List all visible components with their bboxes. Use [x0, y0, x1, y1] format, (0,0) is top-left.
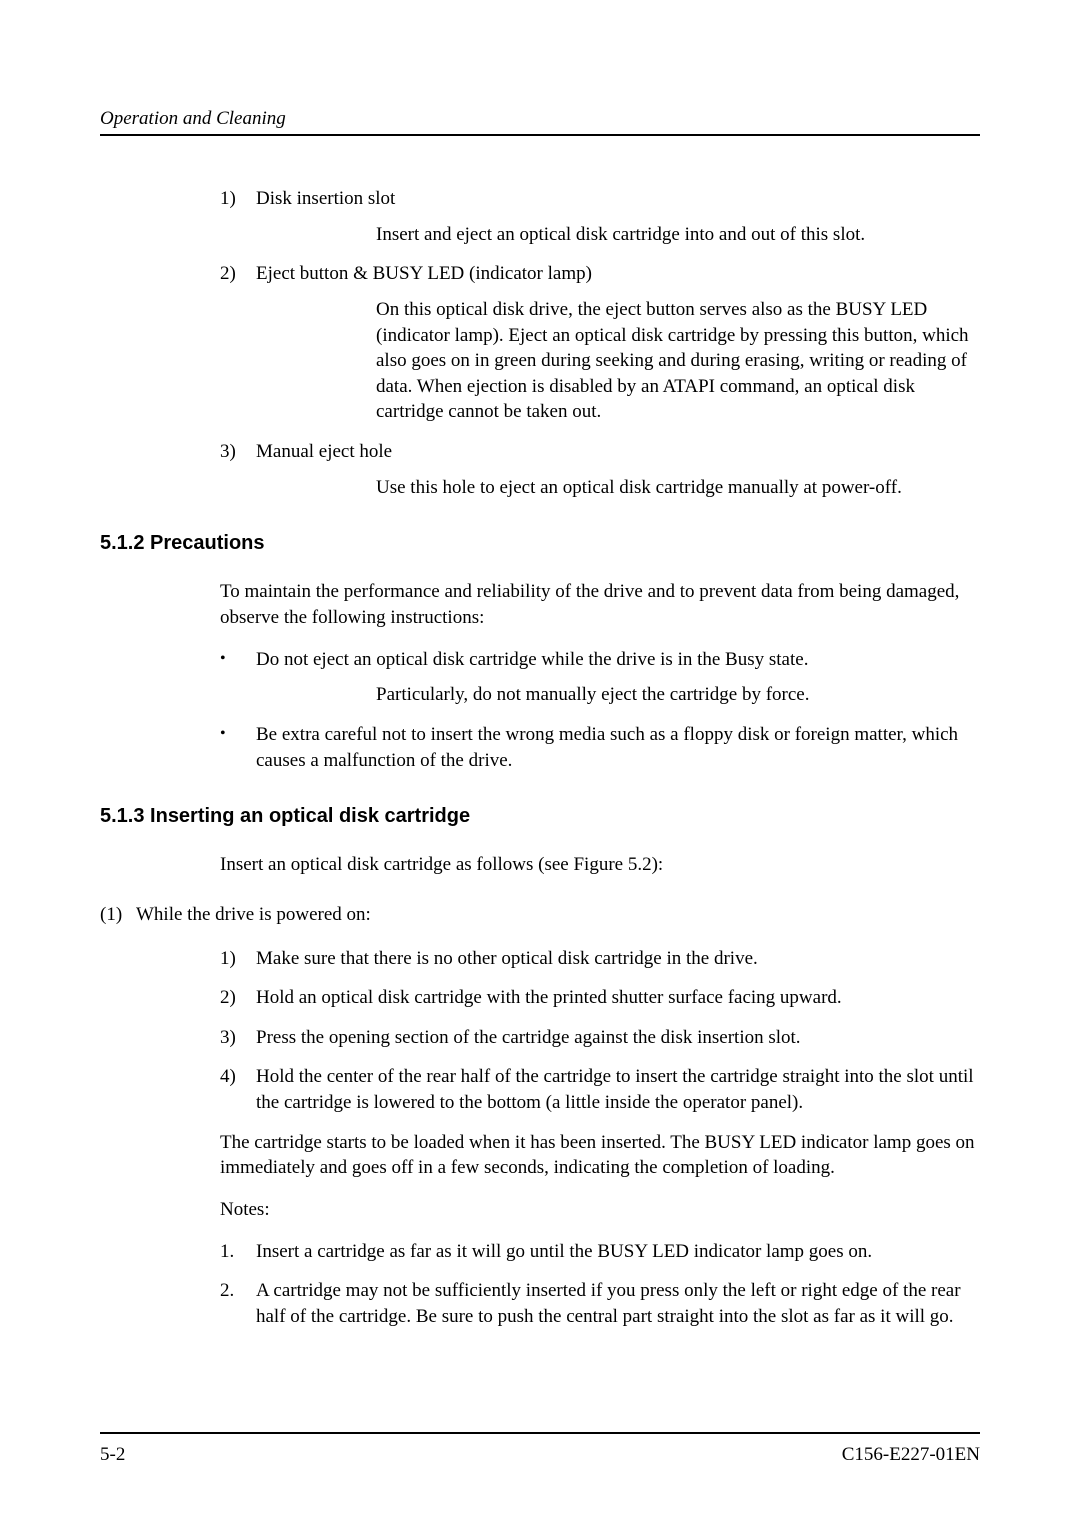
item-number: 2) [220, 261, 256, 287]
note-item: 2. A cartridge may not be sufficiently i… [220, 1278, 980, 1329]
step-item: 4) Hold the center of the rear half of t… [220, 1064, 980, 1115]
paren-item: (1) While the drive is powered on: [100, 902, 980, 928]
top-numbered-list: 1) Disk insertion slot Insert and eject … [220, 186, 980, 500]
section-heading-precautions: 5.1.2 Precautions [100, 530, 980, 557]
note-text: Insert a cartridge as far as it will go … [256, 1239, 980, 1265]
item-label: Manual eject hole [256, 439, 980, 465]
item-paragraph: On this optical disk drive, the eject bu… [376, 297, 980, 425]
bullet-dot-icon: • [220, 722, 256, 773]
bullet-dot-icon: • [220, 647, 256, 673]
step-number: 3) [220, 1025, 256, 1051]
item-paragraph: Use this hole to eject an optical disk c… [376, 475, 980, 501]
paren-text: While the drive is powered on: [136, 902, 371, 928]
bullet-item: • Be extra careful not to insert the wro… [220, 722, 980, 773]
step-number: 1) [220, 946, 256, 972]
section-intro: Insert an optical disk cartridge as foll… [220, 852, 980, 878]
item-label: Disk insertion slot [256, 186, 980, 212]
step-item: 3) Press the opening section of the cart… [220, 1025, 980, 1051]
footer-page-number: 5-2 [100, 1444, 125, 1466]
list-item: 3) Manual eject hole [220, 439, 980, 465]
list-item: 2) Eject button & BUSY LED (indicator la… [220, 261, 980, 287]
page-header: Operation and Cleaning [100, 108, 980, 136]
bullet-list-precautions: • Do not eject an optical disk cartridge… [220, 647, 980, 774]
after-steps-paragraph: The cartridge starts to be loaded when i… [220, 1130, 980, 1181]
bullet-subtext: Particularly, do not manually eject the … [376, 682, 980, 708]
item-paragraph: Insert and eject an optical disk cartrid… [376, 222, 980, 248]
item-number: 3) [220, 439, 256, 465]
header-title: Operation and Cleaning [100, 108, 286, 129]
note-number: 1. [220, 1239, 256, 1265]
section-heading-inserting: 5.1.3 Inserting an optical disk cartridg… [100, 803, 980, 830]
notes-list: 1. Insert a cartridge as far as it will … [220, 1239, 980, 1330]
step-text: Press the opening section of the cartrid… [256, 1025, 980, 1051]
note-item: 1. Insert a cartridge as far as it will … [220, 1239, 980, 1265]
steps-list: 1) Make sure that there is no other opti… [220, 946, 980, 1116]
bullet-text: Do not eject an optical disk cartridge w… [256, 647, 980, 673]
step-text: Make sure that there is no other optical… [256, 946, 980, 972]
item-label: Eject button & BUSY LED (indicator lamp) [256, 261, 980, 287]
paren-number: (1) [100, 902, 136, 928]
step-item: 1) Make sure that there is no other opti… [220, 946, 980, 972]
page: Operation and Cleaning 1) Disk insertion… [0, 0, 1080, 1528]
note-text: A cartridge may not be sufficiently inse… [256, 1278, 980, 1329]
step-item: 2) Hold an optical disk cartridge with t… [220, 985, 980, 1011]
note-number: 2. [220, 1278, 256, 1329]
step-number: 4) [220, 1064, 256, 1115]
section-intro: To maintain the performance and reliabil… [220, 579, 980, 630]
page-footer: 5-2 C156-E227-01EN [100, 1432, 980, 1466]
notes-label: Notes: [220, 1197, 980, 1223]
item-number: 1) [220, 186, 256, 212]
bullet-text: Be extra careful not to insert the wrong… [256, 722, 980, 773]
list-item: 1) Disk insertion slot [220, 186, 980, 212]
page-content: 1) Disk insertion slot Insert and eject … [100, 186, 980, 1330]
step-text: Hold the center of the rear half of the … [256, 1064, 980, 1115]
footer-doc-number: C156-E227-01EN [842, 1444, 980, 1466]
step-number: 2) [220, 985, 256, 1011]
bullet-item: • Do not eject an optical disk cartridge… [220, 647, 980, 673]
step-text: Hold an optical disk cartridge with the … [256, 985, 980, 1011]
